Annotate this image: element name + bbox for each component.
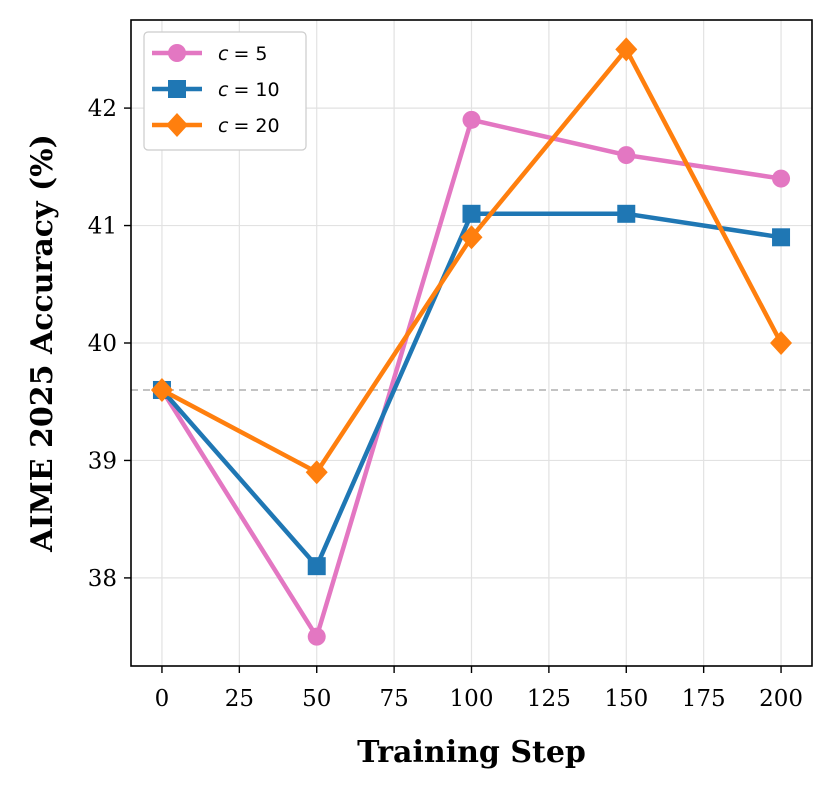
legend-label: c = 10 [218, 79, 280, 101]
data-point [150, 377, 173, 402]
legend: c = 5c = 10c = 20 [143, 31, 307, 151]
y-tick-label: 39 [88, 448, 117, 474]
legend-item: c = 20 [152, 113, 280, 137]
legend-label-var: c [218, 43, 229, 65]
legend-item: c = 5 [152, 43, 268, 65]
series-2 [150, 37, 793, 485]
legend-box [143, 31, 307, 151]
x-tick-label: 200 [759, 686, 803, 712]
legend-label-value: = 5 [233, 43, 267, 65]
legend-label-value: = 10 [233, 79, 279, 101]
legend-label-var: c [218, 79, 229, 101]
x-tick-label: 150 [604, 686, 648, 712]
legend-marker [168, 44, 186, 62]
legend-marker [168, 80, 186, 98]
series-lines [150, 37, 793, 646]
data-point [307, 627, 326, 646]
data-point [615, 37, 638, 62]
legend-item: c = 10 [152, 79, 280, 101]
y-tick-label: 42 [88, 96, 117, 122]
legend-label-var: c [218, 115, 229, 137]
y-tick-label: 40 [88, 331, 117, 357]
data-point [460, 225, 483, 250]
y-tick-label: 41 [88, 214, 117, 240]
y-axis-title: AIME 2025 Accuracy (%) [25, 134, 60, 553]
data-point [772, 169, 791, 188]
legend-marker [166, 113, 188, 137]
data-point [462, 204, 481, 223]
x-tick-label: 100 [450, 686, 494, 712]
x-tick-label: 0 [155, 686, 170, 712]
data-point [770, 331, 793, 355]
x-axis-title: Training Step [357, 735, 586, 770]
legend-label-value: = 20 [233, 115, 279, 137]
data-point [305, 460, 328, 485]
y-tick-label: 38 [88, 566, 117, 592]
x-tick-label: 175 [682, 686, 726, 712]
axis-ticks: 0 25 50 75 100 125 150 175 200 38 39 40 41 42 [88, 96, 803, 712]
x-tick-label: 25 [225, 686, 254, 712]
data-point [617, 204, 636, 223]
legend-label: c = 20 [218, 115, 280, 137]
data-point [462, 110, 481, 129]
data-point [307, 557, 326, 576]
x-tick-label: 125 [527, 686, 571, 712]
x-tick-label: 75 [379, 686, 408, 712]
x-tick-label: 50 [302, 686, 331, 712]
data-point [772, 228, 791, 247]
legend-label: c = 5 [218, 43, 268, 65]
data-point [617, 146, 636, 165]
